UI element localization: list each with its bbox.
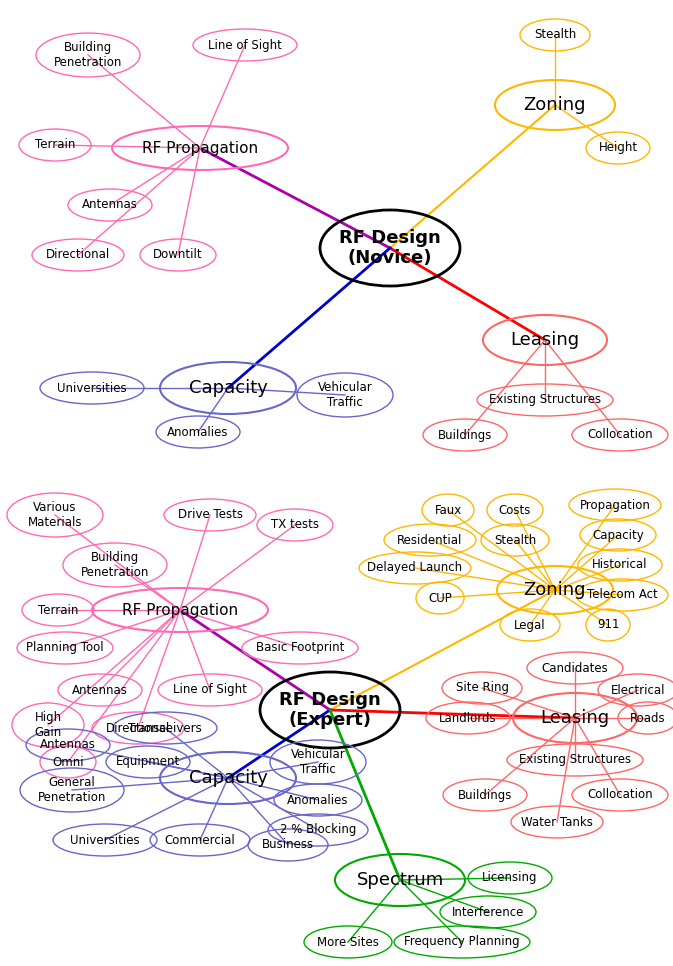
Text: CUP: CUP (428, 591, 452, 605)
Text: Stealth: Stealth (534, 29, 576, 42)
Text: Antennas: Antennas (40, 738, 96, 752)
Text: Omni: Omni (52, 755, 84, 769)
Text: Anomalies: Anomalies (287, 793, 349, 807)
Text: Universities: Universities (57, 382, 127, 394)
Text: Terrain: Terrain (35, 138, 75, 152)
Text: Antennas: Antennas (82, 198, 138, 212)
Text: TX tests: TX tests (271, 519, 319, 531)
Text: Leasing: Leasing (540, 709, 610, 727)
Text: Zoning: Zoning (524, 96, 586, 114)
Text: Transceivers: Transceivers (128, 722, 202, 734)
Text: Faux: Faux (434, 503, 462, 517)
Text: Landlords: Landlords (439, 712, 497, 724)
Text: Stealth: Stealth (494, 533, 536, 547)
Text: RF Design
(Novice): RF Design (Novice) (339, 229, 441, 268)
Text: Line of Sight: Line of Sight (173, 684, 247, 696)
Text: Propagation: Propagation (579, 498, 650, 512)
Text: Basic Footprint: Basic Footprint (256, 641, 344, 655)
Text: Historical: Historical (592, 558, 647, 572)
Text: Capacity: Capacity (188, 379, 267, 397)
Text: Vehicular
Traffic: Vehicular Traffic (291, 748, 345, 776)
Text: Universities: Universities (70, 834, 140, 846)
Text: 911: 911 (597, 618, 619, 632)
Text: Line of Sight: Line of Sight (208, 39, 282, 51)
Text: RF Propagation: RF Propagation (142, 140, 258, 156)
Text: Interference: Interference (452, 905, 524, 919)
Text: Collocation: Collocation (587, 429, 653, 441)
Text: Existing Structures: Existing Structures (519, 753, 631, 766)
Text: Commercial: Commercial (165, 834, 236, 846)
Text: Capacity: Capacity (188, 769, 267, 787)
Text: Zoning: Zoning (524, 581, 586, 599)
Text: Water Tanks: Water Tanks (521, 815, 593, 829)
Text: Electrical: Electrical (611, 684, 665, 696)
Text: Buildings: Buildings (438, 429, 492, 441)
Text: Directional: Directional (46, 248, 110, 262)
Text: Equipment: Equipment (116, 755, 180, 769)
Text: 2 % Blocking: 2 % Blocking (280, 823, 356, 837)
Text: Candidates: Candidates (542, 662, 608, 674)
Text: Site Ring: Site Ring (456, 681, 509, 695)
Text: Planning Tool: Planning Tool (26, 641, 104, 655)
Text: Antennas: Antennas (72, 684, 128, 696)
Text: Directional: Directional (106, 722, 170, 734)
Text: Height: Height (598, 141, 637, 155)
Text: Business: Business (262, 838, 314, 851)
Text: Residential: Residential (397, 533, 463, 547)
Text: Frequency Planning: Frequency Planning (404, 935, 520, 949)
Text: Anomalies: Anomalies (168, 425, 229, 439)
Text: Telecom Act: Telecom Act (587, 588, 658, 602)
Text: Spectrum: Spectrum (357, 871, 444, 889)
Text: Buildings: Buildings (458, 788, 512, 802)
Text: Vehicular
Traffic: Vehicular Traffic (318, 381, 372, 409)
Text: Building
Penetration: Building Penetration (54, 41, 122, 69)
Text: Capacity: Capacity (592, 528, 644, 542)
Text: More Sites: More Sites (317, 935, 379, 949)
Text: RF Design
(Expert): RF Design (Expert) (279, 691, 381, 729)
Text: Various
Materials: Various Materials (28, 501, 82, 529)
Text: RF Propagation: RF Propagation (122, 603, 238, 617)
Text: General
Penetration: General Penetration (38, 776, 106, 804)
Text: Delayed Launch: Delayed Launch (367, 561, 462, 575)
Text: High
Gain: High Gain (34, 711, 62, 739)
Text: Roads: Roads (630, 712, 666, 724)
Text: Legal: Legal (514, 618, 546, 632)
Text: Collocation: Collocation (587, 788, 653, 802)
Text: Licensing: Licensing (483, 871, 538, 885)
Text: Downtilt: Downtilt (153, 248, 203, 262)
Text: Costs: Costs (499, 503, 531, 517)
Text: Terrain: Terrain (38, 604, 78, 616)
Text: Drive Tests: Drive Tests (178, 508, 242, 522)
Text: Existing Structures: Existing Structures (489, 393, 601, 407)
Text: Leasing: Leasing (510, 331, 579, 349)
Text: Building
Penetration: Building Penetration (81, 551, 149, 579)
